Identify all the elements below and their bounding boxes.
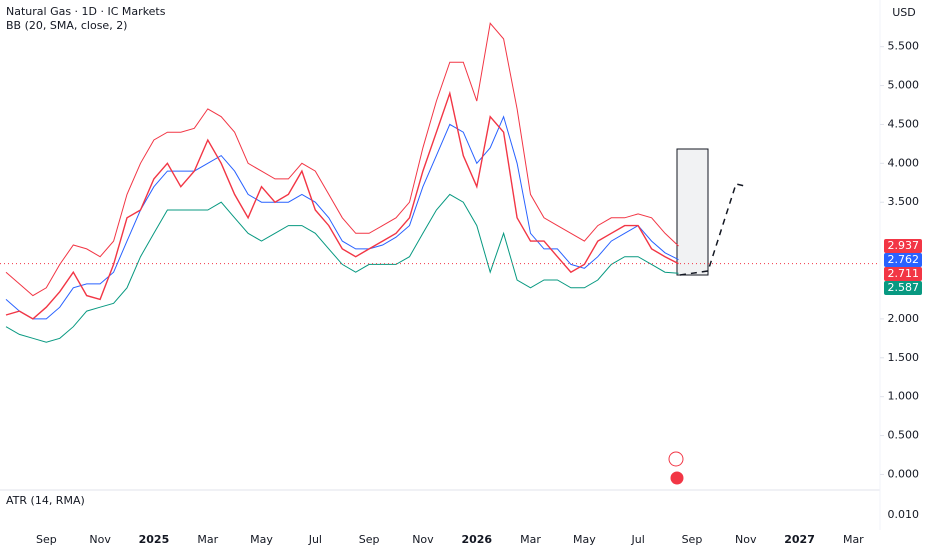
band-line bbox=[5, 115, 679, 320]
y-tick-label: 1.000 bbox=[888, 390, 920, 403]
price-badge bbox=[884, 253, 922, 268]
price-badge-label: 2.587 bbox=[888, 281, 920, 294]
band-line bbox=[5, 193, 679, 343]
x-tick-label: Jul bbox=[631, 533, 645, 546]
price-line bbox=[5, 90, 679, 320]
y-tick-label: 4.500 bbox=[888, 117, 920, 130]
event-icon[interactable] bbox=[669, 470, 685, 486]
price-badge-label: 2.762 bbox=[888, 253, 920, 266]
x-tick-label: Sep bbox=[359, 533, 380, 546]
x-tick-label: May bbox=[573, 533, 596, 546]
x-tick-label: Mar bbox=[520, 533, 541, 546]
y-tick-label: 5.000 bbox=[888, 79, 920, 92]
y-tick-label: 3.500 bbox=[888, 195, 920, 208]
x-tick-label: Sep bbox=[36, 533, 57, 546]
x-tick-label: 2027 bbox=[784, 533, 815, 546]
y-tick-label: 1.500 bbox=[888, 351, 920, 364]
price-badge-label: 2.711 bbox=[888, 267, 920, 280]
x-tick-label: Nov bbox=[735, 533, 757, 546]
x-tick-label: Mar bbox=[197, 533, 218, 546]
x-tick-label: May bbox=[250, 533, 273, 546]
x-tick-label: Jul bbox=[308, 533, 322, 546]
x-tick-label: Sep bbox=[682, 533, 703, 546]
event-icon[interactable] bbox=[668, 451, 684, 467]
x-tick-label: 2026 bbox=[461, 533, 492, 546]
price-badge bbox=[884, 281, 922, 296]
projection-box[interactable] bbox=[676, 148, 709, 276]
projection-path[interactable] bbox=[679, 183, 746, 276]
y-tick-label: 5.500 bbox=[888, 40, 920, 53]
currency[interactable]: USD bbox=[892, 6, 916, 19]
price-badge bbox=[884, 239, 922, 254]
x-tick-label: Mar bbox=[843, 533, 864, 546]
atr-label: ATR (14, RMA) bbox=[6, 494, 85, 507]
indicator-label: BB (20, SMA, close, 2) bbox=[6, 19, 127, 32]
x-tick-label: 2025 bbox=[139, 533, 170, 546]
y-tick-label: 2.000 bbox=[888, 312, 920, 325]
chart-title: Natural Gas · 1D · IC Markets bbox=[6, 5, 166, 18]
x-tick-label: Nov bbox=[412, 533, 434, 546]
y-tick-label: 0.000 bbox=[888, 467, 920, 480]
price-badge-label: 2.937 bbox=[888, 239, 920, 252]
x-tick-label: Nov bbox=[89, 533, 111, 546]
y-tick-label: 4.000 bbox=[888, 156, 920, 169]
band-line bbox=[5, 22, 679, 297]
y-tick-label: 0.500 bbox=[888, 429, 920, 442]
price-badge bbox=[884, 267, 922, 282]
atr-tick-label: 0.010 bbox=[888, 508, 920, 521]
